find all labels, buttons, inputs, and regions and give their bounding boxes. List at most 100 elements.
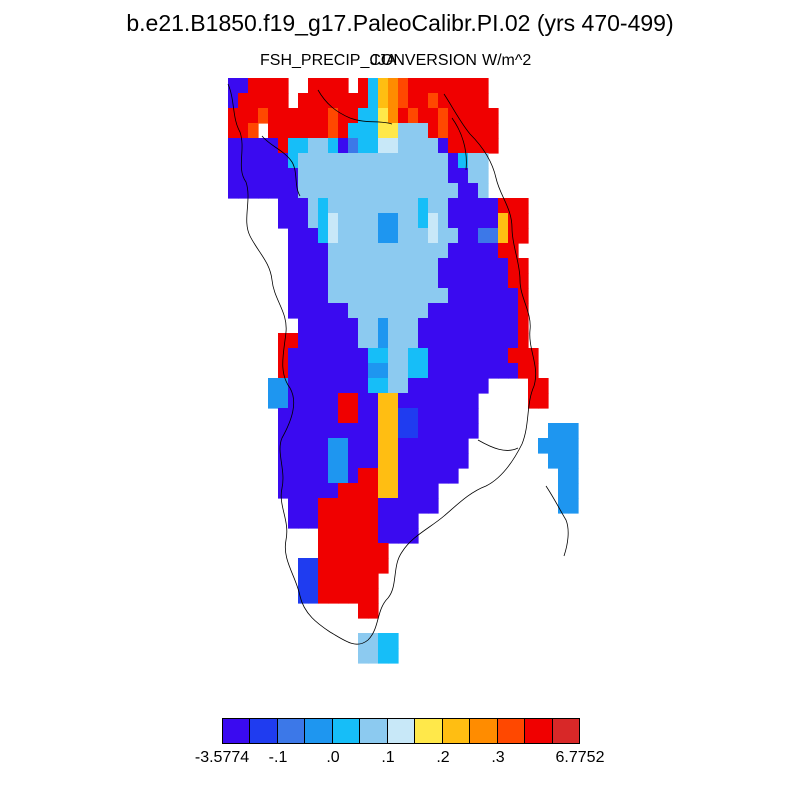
map-cell bbox=[438, 78, 449, 94]
map-cell bbox=[308, 138, 319, 154]
map-cell bbox=[338, 318, 349, 334]
map-cell bbox=[278, 468, 289, 484]
map-cell bbox=[358, 468, 369, 484]
map-cell bbox=[308, 228, 319, 244]
map-cell bbox=[478, 273, 489, 289]
colorbar-label-min: -3.5774 bbox=[194, 749, 250, 766]
map-cell bbox=[328, 528, 339, 544]
map-cell bbox=[448, 123, 459, 139]
map-cell bbox=[298, 408, 309, 424]
map-cell bbox=[348, 513, 359, 529]
map-cell bbox=[288, 498, 299, 514]
map-cell bbox=[298, 228, 309, 244]
map-cell bbox=[418, 303, 429, 319]
map-cell bbox=[358, 513, 369, 529]
map-cell bbox=[298, 198, 309, 214]
map-cell bbox=[308, 333, 319, 349]
map-cell bbox=[308, 198, 319, 214]
map-cell bbox=[398, 288, 409, 304]
map-cell bbox=[498, 213, 509, 229]
map-cell bbox=[448, 348, 459, 364]
map-cell bbox=[298, 558, 309, 574]
map-cell bbox=[348, 528, 359, 544]
map-cell bbox=[308, 78, 319, 94]
map-cell bbox=[478, 363, 489, 379]
map-cell bbox=[408, 108, 419, 124]
map-cell bbox=[388, 138, 399, 154]
colorbar-label: .3 bbox=[491, 749, 505, 766]
map-cell bbox=[378, 228, 389, 244]
map-cell bbox=[428, 318, 439, 334]
map-cell bbox=[448, 168, 459, 184]
map-cell bbox=[438, 288, 449, 304]
map-cell bbox=[328, 588, 339, 604]
map-cell bbox=[368, 138, 379, 154]
map-cell bbox=[478, 78, 489, 94]
map-cell bbox=[458, 408, 469, 424]
map-cell bbox=[428, 483, 439, 499]
map-cell bbox=[468, 123, 479, 139]
map-cell bbox=[348, 333, 359, 349]
map-cell bbox=[288, 408, 299, 424]
map-cell bbox=[418, 348, 429, 364]
map-cell bbox=[278, 453, 289, 469]
map-cell bbox=[358, 258, 369, 274]
map-cell bbox=[518, 258, 529, 274]
map-cell bbox=[358, 318, 369, 334]
map-cell bbox=[298, 438, 309, 454]
colorbar-label: .2 bbox=[436, 749, 450, 766]
map-cell bbox=[368, 213, 379, 229]
map-cell bbox=[388, 483, 399, 499]
map-cell bbox=[358, 108, 369, 124]
map-cell bbox=[288, 303, 299, 319]
map-cell bbox=[408, 273, 419, 289]
map-cell bbox=[318, 453, 329, 469]
map-cell bbox=[308, 123, 319, 139]
map-cell bbox=[438, 303, 449, 319]
map-cell bbox=[378, 528, 389, 544]
map-cell bbox=[398, 258, 409, 274]
map-cell bbox=[388, 288, 399, 304]
map-cell bbox=[438, 243, 449, 259]
map-cell bbox=[408, 438, 419, 454]
colorbar bbox=[222, 718, 580, 744]
map-cell bbox=[478, 198, 489, 214]
map-cell bbox=[328, 198, 339, 214]
map-cell bbox=[358, 273, 369, 289]
map-cell bbox=[368, 588, 379, 604]
map-cell bbox=[478, 333, 489, 349]
map-cell bbox=[438, 138, 449, 154]
map-cell bbox=[318, 573, 329, 589]
map-cell bbox=[278, 438, 289, 454]
map-cell bbox=[428, 408, 439, 424]
colorbar-label-max: 6.7752 bbox=[555, 749, 605, 766]
map-cell bbox=[238, 93, 249, 109]
map-cell bbox=[308, 378, 319, 394]
map-cell bbox=[478, 168, 489, 184]
map-cell bbox=[358, 363, 369, 379]
map-cell bbox=[358, 303, 369, 319]
map-cell bbox=[408, 123, 419, 139]
map-cell bbox=[248, 168, 259, 184]
map-cell bbox=[468, 363, 479, 379]
map-cell bbox=[458, 348, 469, 364]
map-cell bbox=[408, 288, 419, 304]
map-cell bbox=[428, 453, 439, 469]
map-cell bbox=[428, 138, 439, 154]
map-cell bbox=[488, 198, 499, 214]
map-cell bbox=[228, 78, 239, 94]
map-cell bbox=[428, 123, 439, 139]
map-cell bbox=[438, 333, 449, 349]
map-cell bbox=[568, 453, 579, 469]
map-cell bbox=[458, 438, 469, 454]
map-cell bbox=[348, 363, 359, 379]
map-cell bbox=[388, 303, 399, 319]
map-cell bbox=[348, 378, 359, 394]
map-cell bbox=[348, 573, 359, 589]
map-cell bbox=[268, 78, 279, 94]
map-cell bbox=[548, 438, 559, 454]
colorbar-swatch bbox=[470, 719, 498, 743]
map-cell bbox=[438, 393, 449, 409]
map-cell bbox=[418, 183, 429, 199]
